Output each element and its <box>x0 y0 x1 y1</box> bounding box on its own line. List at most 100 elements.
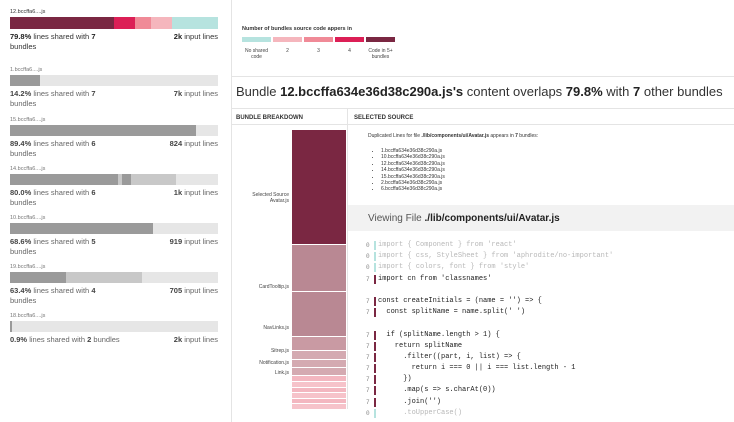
duplicate-bundle-item[interactable]: 14.bccffa634e36d38c290a.js <box>381 167 718 173</box>
bundle-item[interactable]: 14.bccffa6....js 80.0% lines shared with … <box>10 165 218 210</box>
line-source: .map(s => s.charAt(0)) <box>378 386 496 395</box>
shared-mid: lines shared with <box>31 188 92 197</box>
bundle-info: 0.9% lines shared with 2 bundles 2k input… <box>10 335 218 357</box>
bundle-info: 63.4% lines shared with 4 bundles 705 inp… <box>10 286 218 308</box>
breakdown-label-text: Sitrep.js <box>270 348 289 354</box>
bundle-list-panel: 12.bccffa6....js 79.8% lines shared with … <box>0 0 232 422</box>
input-lines-label: input lines <box>182 286 218 295</box>
breakdown-segment[interactable] <box>292 337 346 352</box>
line-source: import cn from 'classnames' <box>378 274 492 283</box>
breakdown-segment[interactable] <box>292 359 346 368</box>
code-line <box>366 318 726 329</box>
bundle-shared-text: 14.2% lines shared with 7 bundles <box>10 89 120 109</box>
code-line: 0 import { colors, font } from 'style' <box>366 262 726 273</box>
bar-segment <box>10 125 196 136</box>
breakdown-segment[interactable] <box>292 292 346 338</box>
breakdown-segment[interactable] <box>292 130 346 245</box>
line-bundle-count: 0 <box>366 242 370 249</box>
bundle-shared-text: 80.0% lines shared with 6 bundles <box>10 188 120 208</box>
breakdown-label: Notification.js <box>229 360 289 366</box>
line-bundle-count: 7 <box>366 398 370 406</box>
breakdown-segment[interactable] <box>292 382 346 388</box>
bundle-shared-text: 63.4% lines shared with 4 bundles <box>10 286 120 306</box>
shared-tail: bundles <box>10 149 37 158</box>
divider <box>232 76 734 77</box>
breakdown-segment[interactable] <box>292 404 346 410</box>
bundle-overlap-bar <box>10 174 218 185</box>
line-marker <box>374 286 376 295</box>
code-line: 7 import cn from 'classnames' <box>366 274 726 285</box>
bundle-item[interactable]: 15.bccffa6....js 89.4% lines shared with … <box>10 116 218 161</box>
bundle-item[interactable]: 10.bccffa6....js 68.6% lines shared with … <box>10 214 218 259</box>
headline-prefix: Bundle <box>236 84 281 99</box>
bundle-item[interactable]: 1.bccffa6....js 14.2% lines shared with 7… <box>10 66 218 111</box>
headline-count: 7 <box>633 84 641 99</box>
breakdown-label-text: Selected Source <box>252 192 289 198</box>
duplicated-lines-text: Duplicated Lines for file ./lib/componen… <box>368 133 718 139</box>
duplicate-bundle-list: 1.bccffa634e36d38c290a.js10.bccffa634e36… <box>381 148 718 193</box>
bar-segment <box>122 174 131 185</box>
bar-segment <box>10 272 67 283</box>
duplicate-bundle-item[interactable]: 15.bccffa634e36d38c290a.js <box>381 174 718 180</box>
duplicate-bundle-item[interactable]: 10.bccffa634e36d38c290a.js <box>381 154 718 160</box>
breakdown-segment[interactable] <box>292 244 346 293</box>
bundle-name: 15.bccffa6....js <box>10 117 46 123</box>
code-line: 7 const createInitials = (name = '') => { <box>366 296 726 307</box>
bundle-overlap-bar <box>10 125 218 136</box>
bundle-item[interactable]: 12.bccffa6....js 79.8% lines shared with … <box>10 8 218 54</box>
bundle-item[interactable]: 18.bccffa6....js 0.9% lines shared with 2… <box>10 312 218 357</box>
legend-swatch <box>304 37 333 42</box>
line-bundle-count: 7 <box>366 309 370 317</box>
duplicate-bundle-item[interactable]: 1.bccffa634e36d38c290a.js <box>381 148 718 154</box>
code-line: 0 .toUpperCase() <box>366 408 726 419</box>
breakdown-segment[interactable] <box>292 387 346 394</box>
bundle-name: 14.bccffa6....js <box>10 166 46 172</box>
dup-file: ./lib/components/ui/Avatar.js <box>421 133 489 139</box>
duplicate-bundle-item[interactable]: 2.bccffa634e36d38c290a.js <box>381 180 718 186</box>
code-line: 0 import { Component } from 'react' <box>366 240 726 251</box>
line-marker <box>374 397 376 407</box>
headline-suffix: other bundles <box>640 84 723 99</box>
code-line: 7 const splitName = name.split(' ') <box>366 307 726 318</box>
duplicate-bundle-item[interactable]: 6.bccffa634e36d38c290a.js <box>381 186 718 192</box>
legend-title: Number of bundles source code appers in <box>242 26 353 32</box>
shared-percent: 89.4% <box>10 139 32 148</box>
code-line: 7 return i === 0 || i === list.length - … <box>366 363 726 374</box>
line-marker <box>374 364 376 374</box>
input-lines-count: 1k <box>173 188 183 197</box>
input-lines-label: input lines <box>182 335 218 344</box>
breakdown-segment[interactable] <box>292 393 346 399</box>
column-divider <box>347 109 348 409</box>
legend-swatch <box>242 37 271 42</box>
shared-tail: bundles <box>10 247 37 256</box>
bundle-item[interactable]: 19.bccffa6....js 63.4% lines shared with … <box>10 263 218 308</box>
bar-segment <box>10 17 114 29</box>
dup-prefix: Duplicated Lines for file <box>368 133 422 139</box>
input-lines-label: input lines <box>182 32 218 41</box>
breakdown-label: Link.js <box>229 370 289 376</box>
breakdown-segment[interactable] <box>292 398 346 405</box>
input-lines: 2k input lines <box>174 335 218 345</box>
bundle-name: 1.bccffa6....js <box>10 67 43 73</box>
code-line <box>366 285 726 296</box>
bar-segment <box>134 17 152 29</box>
breakdown-segment[interactable] <box>292 351 346 360</box>
duplicate-bundle-item[interactable]: 12.bccffa634e36d38c290a.js <box>381 161 718 167</box>
shared-tail: bundles <box>10 42 37 51</box>
legend-swatch <box>335 37 364 42</box>
input-lines: 919 input lines <box>170 237 218 247</box>
selected-source-header: SELECTED SOURCE <box>354 115 414 121</box>
bundle-shared-text: 89.4% lines shared with 6 bundles <box>10 139 120 159</box>
line-marker <box>374 408 376 418</box>
breakdown-segment[interactable] <box>292 368 346 377</box>
shared-tail: bundles <box>10 99 37 108</box>
legend-label: No shared code <box>244 48 269 60</box>
bundle-breakdown-chart[interactable] <box>292 130 346 410</box>
bundle-shared-text: 79.8% lines shared with 7 bundles <box>10 32 120 52</box>
bundle-overlap-bar <box>10 17 218 29</box>
legend: Number of bundles source code appers in … <box>242 26 395 60</box>
breakdown-segment[interactable] <box>292 376 346 382</box>
headline-percent: 79.8% <box>565 84 603 99</box>
shared-percent: 79.8% <box>10 32 32 41</box>
bundle-shared-text: 68.6% lines shared with 5 bundles <box>10 237 120 257</box>
